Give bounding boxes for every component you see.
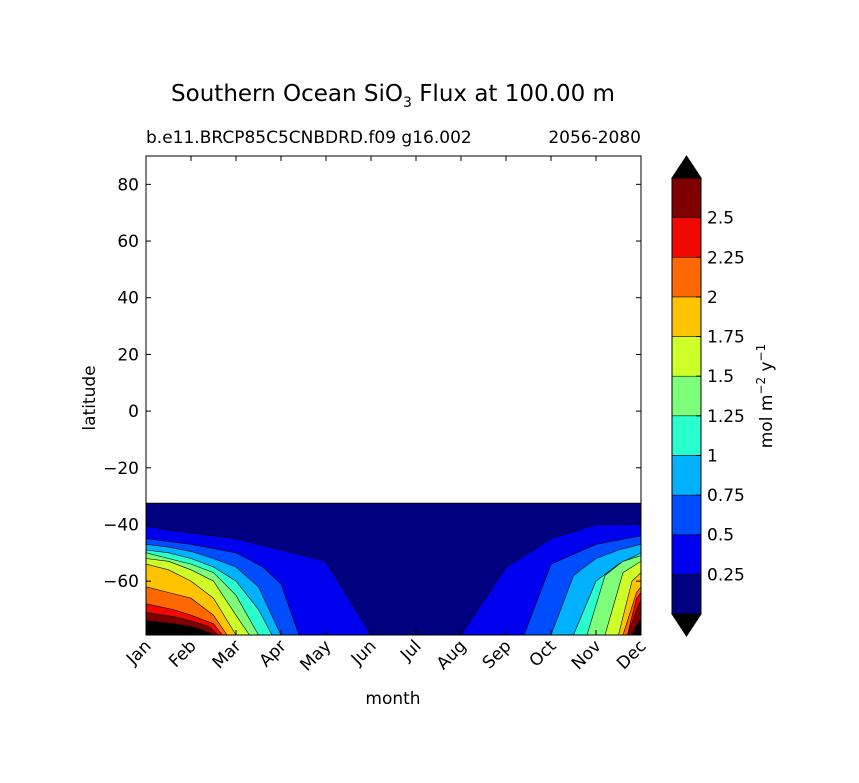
colorbar-tick-label: 0.5: [707, 526, 734, 546]
colorbar-segment: [671, 257, 702, 298]
colorbar-label-exp1: −2: [754, 377, 768, 395]
colorbar-segment: [671, 415, 702, 456]
x-tick-label: Feb: [165, 636, 200, 671]
colorbar-segment: [671, 455, 702, 496]
colorbar-tick-label: 0.25: [707, 565, 745, 585]
contour-fill-2.75: [146, 606, 641, 635]
x-tick-label: Jul: [396, 636, 425, 665]
y-tick-label: −20: [103, 459, 139, 479]
colorbar-segment: [671, 336, 702, 377]
subtitle-years: 2056-2080: [548, 128, 641, 148]
plot-frame: [145, 155, 642, 636]
y-tick-label: 40: [117, 289, 139, 309]
colorbar-tick-label: 2.25: [707, 248, 745, 268]
colorbar-label-mid: y: [757, 361, 777, 376]
x-tick-label: Jun: [347, 636, 381, 670]
y-tick-label: 60: [117, 232, 139, 252]
colorbar-segment: [671, 534, 702, 575]
colorbar-tick-label: 1.5: [707, 367, 734, 387]
colorbar-extend-min: [671, 613, 702, 637]
x-tick-label: Jan: [122, 636, 155, 669]
y-tick-label: −60: [103, 572, 139, 592]
colorbar-label-exp2: −1: [754, 344, 768, 362]
x-tick-label: Sep: [479, 636, 516, 673]
y-tick-label: 80: [117, 175, 139, 195]
title-main: Southern Ocean SiO: [171, 81, 403, 107]
colorbar-label-main: mol m: [757, 395, 777, 449]
x-tick-label: Mar: [209, 636, 246, 673]
x-tick-label: Aug: [433, 636, 471, 674]
x-tick-label: May: [297, 636, 336, 675]
x-tick-label: Nov: [568, 636, 606, 674]
colorbar: 0.25 0.5 0.75 1 1.25 1.5 1.75 2 2.25 2.5: [671, 155, 745, 637]
y-axis-label: latitude: [80, 365, 100, 430]
x-tick-label: Dec: [613, 636, 650, 673]
plot-area: [146, 502, 641, 635]
colorbar-segment: [671, 177, 702, 218]
colorbar-tick-label: 1.25: [707, 407, 745, 427]
y-tick-label: 20: [117, 345, 139, 365]
colorbar-segment: [671, 574, 702, 615]
y-tick-label: −40: [103, 515, 139, 535]
colorbar-segment: [671, 494, 702, 535]
chart-title: Southern Ocean SiO3 Flux at 100.00 m: [171, 81, 615, 111]
colorbar-frame: [671, 177, 702, 615]
colorbar-tick-label: 1: [707, 446, 718, 466]
colorbar-segment: [671, 296, 702, 337]
subtitle-case: b.e11.BRCP85C5CNBDRD.f09 g16.002: [146, 128, 472, 148]
colorbar-tick-label: 0.75: [707, 486, 745, 506]
y-tick-label: 0: [128, 402, 139, 422]
colorbar-segment: [671, 217, 702, 258]
x-axis-label: month: [365, 689, 420, 709]
x-tick-label: Oct: [526, 636, 561, 671]
colorbar-tick-label: 1.75: [707, 328, 745, 348]
colorbar-label: mol m−2 y−1: [754, 344, 777, 449]
colorbar-tick-label: 2.5: [707, 209, 734, 229]
title-rest: Flux at 100.00 m: [412, 81, 615, 107]
colorbar-segment: [671, 375, 702, 417]
x-tick-label: Apr: [256, 636, 291, 671]
contour-fill-0.75: [146, 543, 641, 635]
y-axis: 80 60 40 20 0 −20 −40 −60: [103, 175, 641, 592]
colorbar-extend-max: [671, 155, 702, 179]
colorbar-tick-label: 2: [707, 288, 718, 308]
title-subscript: 3: [403, 95, 412, 111]
